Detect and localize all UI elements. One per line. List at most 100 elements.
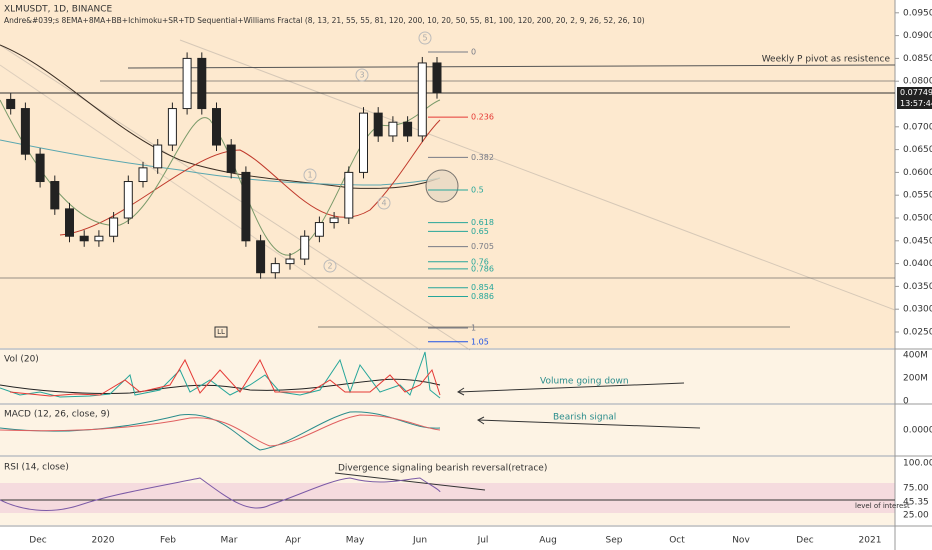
candle bbox=[285, 258, 295, 265]
candle bbox=[123, 181, 133, 219]
fib-label: 0.618 bbox=[471, 218, 494, 227]
wave-label: 2 bbox=[327, 262, 332, 271]
fib-label: 0.786 bbox=[471, 264, 494, 273]
x-tick-label: Jul bbox=[477, 536, 489, 546]
candle bbox=[388, 121, 398, 137]
symbol: XLMUSDT, 1D, BINANCE bbox=[4, 5, 113, 15]
candle bbox=[300, 235, 310, 260]
x-tick-label: Nov bbox=[732, 536, 750, 546]
x-tick-label: Mar bbox=[221, 536, 238, 546]
wave-label: 1 bbox=[307, 171, 312, 180]
candle bbox=[241, 171, 251, 242]
pane-title: Vol (20) bbox=[4, 355, 39, 365]
candle bbox=[153, 144, 163, 169]
candle bbox=[432, 62, 442, 94]
annotation: Divergence signaling bearish reversal(re… bbox=[338, 464, 547, 474]
candle bbox=[79, 235, 89, 242]
x-tick-label: May bbox=[346, 536, 365, 546]
countdown: 13:57:44 bbox=[900, 99, 932, 108]
pane-title: MACD (12, 26, close, 9) bbox=[4, 410, 110, 420]
pane-tick-label: 0.00000 bbox=[903, 426, 932, 436]
fib-label: 1 bbox=[471, 324, 476, 333]
fib-label: 0.705 bbox=[471, 242, 494, 251]
candle bbox=[256, 240, 266, 274]
candle bbox=[403, 121, 413, 137]
candle bbox=[226, 144, 236, 173]
x-tick-label: 2021 bbox=[859, 536, 882, 546]
pane-title: RSI (14, close) bbox=[4, 463, 69, 473]
last-price-tag bbox=[897, 87, 932, 98]
macd-pane bbox=[0, 405, 895, 455]
pane-tick-label: 75.00 bbox=[903, 484, 929, 494]
vol-pane bbox=[0, 350, 895, 403]
pane-tick-label: 45.35 bbox=[903, 498, 929, 508]
candle bbox=[109, 217, 119, 237]
annotation: level of interest bbox=[855, 502, 910, 510]
wave-label: 5 bbox=[422, 34, 427, 43]
pane-tick-label: 0 bbox=[903, 397, 909, 407]
annotation: LL bbox=[217, 328, 225, 336]
pane-tick-label: 400M bbox=[903, 351, 928, 361]
x-tick-label: Feb bbox=[160, 536, 176, 546]
fib-label: 0.236 bbox=[471, 113, 494, 122]
fib-label: 0.65 bbox=[471, 227, 489, 236]
x-tick-label: Oct bbox=[669, 536, 685, 546]
candle bbox=[314, 222, 324, 237]
wave-label: 3 bbox=[359, 71, 364, 80]
annotation: Bearish signal bbox=[553, 413, 616, 423]
candle bbox=[35, 153, 45, 183]
fib-label: 0.854 bbox=[471, 283, 494, 292]
fib-label: 0.5 bbox=[471, 186, 484, 195]
x-tick-label: 2020 bbox=[92, 536, 115, 546]
candle bbox=[344, 171, 354, 219]
wave-circle bbox=[355, 68, 369, 82]
candle bbox=[65, 208, 74, 237]
candle bbox=[359, 112, 368, 173]
fib-label: 0.886 bbox=[471, 292, 494, 301]
wave-circle bbox=[418, 31, 432, 45]
fib-label: 1.05 bbox=[471, 337, 489, 346]
arrows bbox=[0, 382, 895, 501]
sub-indicators bbox=[0, 351, 441, 511]
pane-tick-label: 100.00 bbox=[903, 459, 932, 469]
x-tick-label: Dec bbox=[29, 536, 46, 546]
candle bbox=[373, 112, 383, 137]
candle bbox=[270, 263, 280, 274]
candle bbox=[417, 62, 427, 137]
candle bbox=[20, 108, 30, 155]
candle bbox=[197, 57, 207, 110]
wave-circle bbox=[323, 259, 337, 273]
candle bbox=[50, 181, 60, 210]
y-tick-label: 0.02500 bbox=[903, 328, 932, 338]
x-tick-label: Dec bbox=[796, 536, 813, 546]
candle bbox=[182, 57, 192, 110]
candle bbox=[212, 108, 221, 146]
annotation: Weekly P pivot as resistence bbox=[762, 55, 891, 65]
last-price: 0.07749 bbox=[900, 88, 932, 97]
candle bbox=[94, 235, 104, 242]
wave-circle bbox=[303, 168, 317, 182]
pane-tick-label: 200M bbox=[903, 374, 928, 384]
wave-circle bbox=[377, 196, 391, 210]
countdown-tag bbox=[897, 98, 932, 109]
pane-tick-label: 25.00 bbox=[903, 511, 929, 521]
annotation: Volume going down bbox=[540, 377, 629, 387]
candle bbox=[6, 98, 16, 110]
x-tick-label: Aug bbox=[539, 536, 557, 546]
candle bbox=[329, 217, 339, 224]
fib-label: 0 bbox=[471, 48, 476, 57]
